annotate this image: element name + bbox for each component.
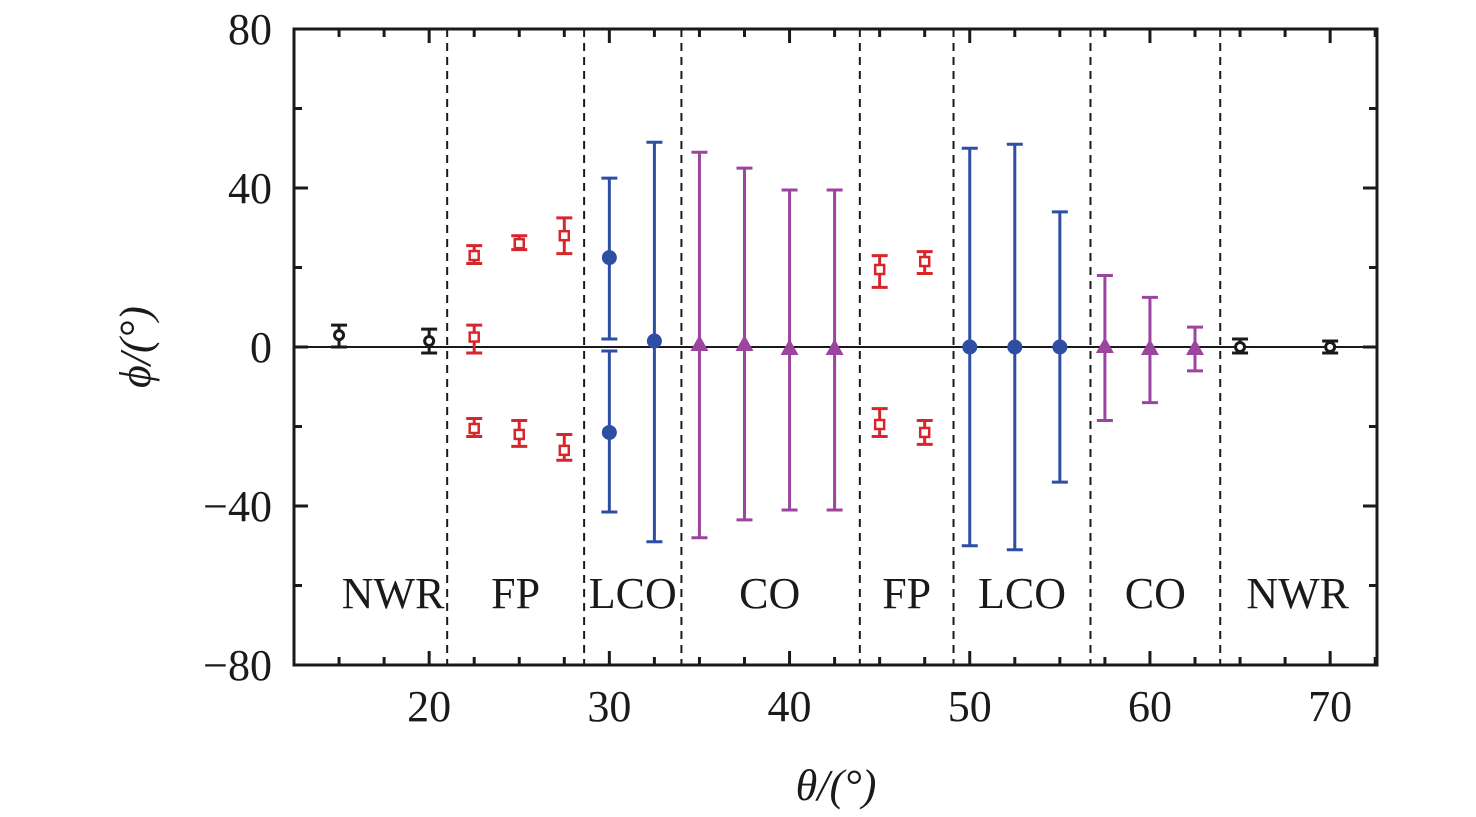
x-tick-label: 30 [587, 682, 631, 731]
x-axis-label: θ/(°) [796, 761, 877, 810]
x-tick-label: 20 [407, 682, 451, 731]
region-labels: NWR FP LCO CO FP LCO CO NWR [342, 569, 1350, 618]
x-tick-label: 40 [768, 682, 812, 731]
data-point [1234, 341, 1247, 353]
data-point [918, 255, 931, 268]
data-point [558, 229, 571, 242]
data-point [690, 335, 709, 352]
data-point [601, 424, 617, 440]
y-tick-label: −80 [203, 641, 272, 690]
region-label: FP [491, 569, 540, 618]
data-point [1140, 338, 1159, 355]
data-point [513, 428, 525, 441]
region-label: NWR [342, 569, 445, 618]
data-point [1185, 338, 1204, 355]
data-point [601, 250, 617, 266]
x-tick-label: 50 [948, 682, 992, 731]
data-point [558, 444, 571, 457]
data-point [513, 237, 525, 250]
region-label: CO [739, 569, 800, 618]
data-point [962, 339, 978, 355]
data-point [873, 418, 886, 431]
y-axis-label: ϕ/(°) [111, 306, 160, 388]
region-label: LCO [978, 569, 1066, 618]
data-point [780, 338, 799, 355]
y-tick-label: −40 [203, 482, 272, 531]
region-label: CO [1125, 569, 1186, 618]
data-point [468, 331, 480, 343]
data-point [468, 249, 480, 262]
x-tick-label: 60 [1128, 682, 1172, 731]
data-point [333, 329, 346, 342]
region-label: FP [882, 569, 931, 618]
data-series [331, 140, 1339, 552]
region-boundaries [446, 29, 1222, 665]
data-point [873, 263, 886, 276]
series-co [690, 150, 1204, 540]
x-tick-label: 70 [1308, 682, 1352, 731]
data-point [1324, 341, 1337, 353]
data-point [646, 333, 662, 349]
region-label: LCO [589, 569, 677, 618]
data-point [918, 426, 931, 439]
data-point [468, 422, 480, 435]
data-point [1007, 339, 1023, 355]
region-label: NWR [1246, 569, 1349, 618]
data-point [1095, 337, 1114, 353]
y-tick-label: 0 [250, 323, 272, 372]
data-point [1052, 339, 1068, 355]
data-point [825, 338, 844, 355]
series-fp [466, 216, 933, 462]
series-lco [601, 140, 1068, 552]
series-nwr [331, 323, 1339, 355]
axes: 20 30 40 50 60 70 80 40 0 −40 −80 [203, 5, 1379, 731]
y-tick-label: 80 [228, 5, 272, 54]
y-tick-label: 40 [228, 164, 272, 213]
data-point [423, 335, 436, 348]
data-point [735, 335, 754, 352]
